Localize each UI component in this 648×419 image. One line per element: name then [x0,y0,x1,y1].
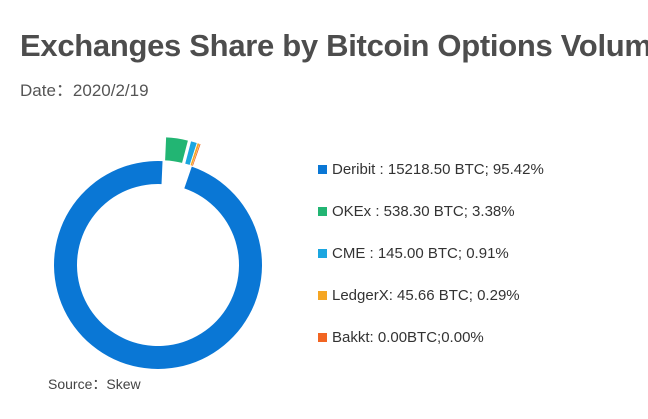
legend-item-cme: CME : 145.00 BTC; 0.91% [318,232,544,274]
slice-bakkt [192,143,201,166]
legend-label: LedgerX: 45.66 BTC; 0.29% [332,286,520,304]
legend-item-deribit: Deribit : 15218.50 BTC; 95.42% [318,148,544,190]
legend-swatch [318,206,327,216]
legend-label: Bakkt: 0.00BTC;0.00% [332,328,484,346]
slice-okex [165,137,188,163]
legend-item-ledgerx: LedgerX: 45.66 BTC; 0.29% [318,274,544,316]
slice-deribit [54,161,263,369]
slice-ledgerx [190,143,200,166]
legend-item-okex: OKEx : 538.30 BTC; 3.38% [318,190,544,232]
legend-swatch [318,332,327,342]
legend-label: Deribit : 15218.50 BTC; 95.42% [332,160,544,178]
chart-source: Source：Skew [48,376,141,392]
legend-label: CME : 145.00 BTC; 0.91% [332,244,509,262]
legend-swatch [318,290,327,300]
slice-cme [185,141,197,165]
legend-swatch [318,248,327,258]
legend-item-bakkt: Bakkt: 0.00BTC;0.00% [318,316,544,358]
chart-title: Exchanges Share by Bitcoin Options Volum… [20,28,648,63]
donut-slices [54,137,263,369]
legend-swatch [318,164,327,174]
chart-date: Date：2020/2/19 [20,81,149,100]
legend-label: OKEx : 538.30 BTC; 3.38% [332,202,515,220]
chart-legend: Deribit : 15218.50 BTC; 95.42% OKEx : 538… [318,148,544,358]
